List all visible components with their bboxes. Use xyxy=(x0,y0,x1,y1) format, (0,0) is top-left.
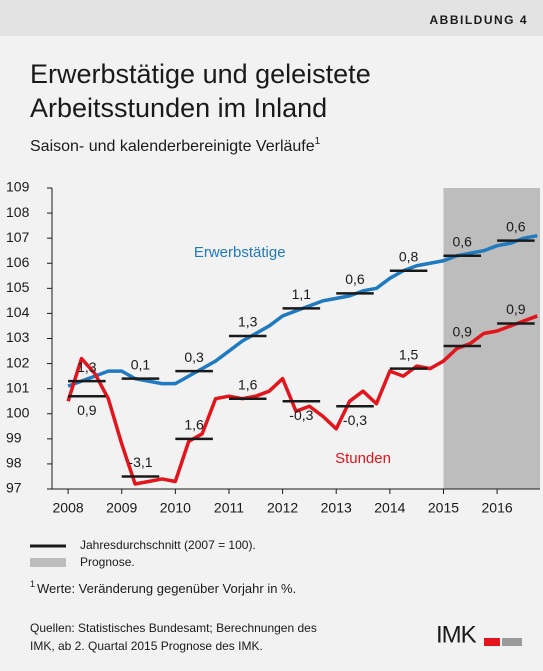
annual-label: 0,9 xyxy=(453,324,473,340)
x-tick-label: 2010 xyxy=(160,500,191,516)
x-tick-label: 2013 xyxy=(321,500,352,516)
x-tick-label: 2011 xyxy=(214,500,244,516)
y-tick-label: 104 xyxy=(6,304,30,320)
annual-label: 0,9 xyxy=(506,301,526,317)
x-tick-label: 2015 xyxy=(428,500,459,516)
chart-title: Erwerbstätige und geleistete xyxy=(30,59,371,89)
chart-subtitle: Saison- und kalenderbereinigte Verläufe1 xyxy=(30,136,321,156)
source: IMK, ab 2. Quartal 2015 Prognose des IMK… xyxy=(30,639,263,653)
annual-label: 0,9 xyxy=(77,402,97,418)
y-tick-label: 98 xyxy=(6,455,22,471)
annual-label: 0,1 xyxy=(131,356,151,372)
legend-swatch xyxy=(30,558,66,567)
annual-label: -0,3 xyxy=(289,407,313,423)
logo-bar xyxy=(502,638,522,646)
y-tick-label: 109 xyxy=(6,179,30,195)
annual-label: 1,1 xyxy=(292,286,312,302)
figure-label: ABBILDUNG 4 xyxy=(429,13,528,27)
footnote-marker: 1 xyxy=(315,136,321,147)
y-tick-label: 97 xyxy=(6,480,22,496)
y-tick-label: 107 xyxy=(6,229,30,245)
x-tick-label: 2016 xyxy=(482,500,513,516)
logo-bar xyxy=(484,638,500,646)
annual-label: 1,5 xyxy=(399,346,419,362)
annual-label: 0,6 xyxy=(345,271,365,287)
series-label: Stunden xyxy=(335,450,391,467)
y-tick-label: 106 xyxy=(6,254,30,270)
footnote-text: Werte: Veränderung gegenüber Vorjahr in … xyxy=(37,581,296,596)
annual-label: 1,6 xyxy=(184,417,204,433)
y-tick-label: 100 xyxy=(6,404,30,420)
chart-title: Arbeitsstunden im Inland xyxy=(30,93,327,123)
legend: Jahresdurchschnitt (2007 = 100). Prognos… xyxy=(30,538,256,569)
y-tick-label: 101 xyxy=(6,379,30,395)
annual-label: 1,3 xyxy=(238,314,258,330)
annual-label: -3,1 xyxy=(128,454,152,470)
header-band xyxy=(0,0,543,36)
annual-label: 1,6 xyxy=(238,376,258,392)
legend-label: Prognose. xyxy=(80,555,135,569)
annual-label: 0,3 xyxy=(184,349,204,365)
footnote: 1 Werte: Veränderung gegenüber Vorjahr in… xyxy=(30,579,296,596)
annual-label: 0,6 xyxy=(506,218,526,234)
y-tick-label: 108 xyxy=(6,204,30,220)
y-tick-label: 105 xyxy=(6,279,30,295)
source: Quellen: Statistisches Bundesamt; Berech… xyxy=(30,621,317,635)
annual-label: 1,3 xyxy=(77,359,97,375)
annual-label: 0,8 xyxy=(399,248,419,264)
series-label: Erwerbstätige xyxy=(194,244,286,261)
subtitle-text: Saison- und kalenderbereinigte Verläufe xyxy=(30,138,315,155)
y-tick-label: 99 xyxy=(6,430,22,446)
series-line xyxy=(66,314,538,486)
x-tick-label: 2012 xyxy=(267,500,298,516)
legend-label: Jahresdurchschnitt (2007 = 100). xyxy=(80,538,256,552)
x-tick-label: 2014 xyxy=(374,500,405,516)
annual-label: -0,3 xyxy=(343,412,367,428)
logo: IMK xyxy=(436,621,477,648)
y-tick-label: 102 xyxy=(6,354,30,370)
annual-label: 0,6 xyxy=(453,233,473,249)
x-tick-label: 2009 xyxy=(106,500,137,516)
footnote-marker: 1 xyxy=(30,579,35,589)
y-tick-label: 103 xyxy=(6,329,30,345)
x-tick-label: 2008 xyxy=(53,500,84,516)
